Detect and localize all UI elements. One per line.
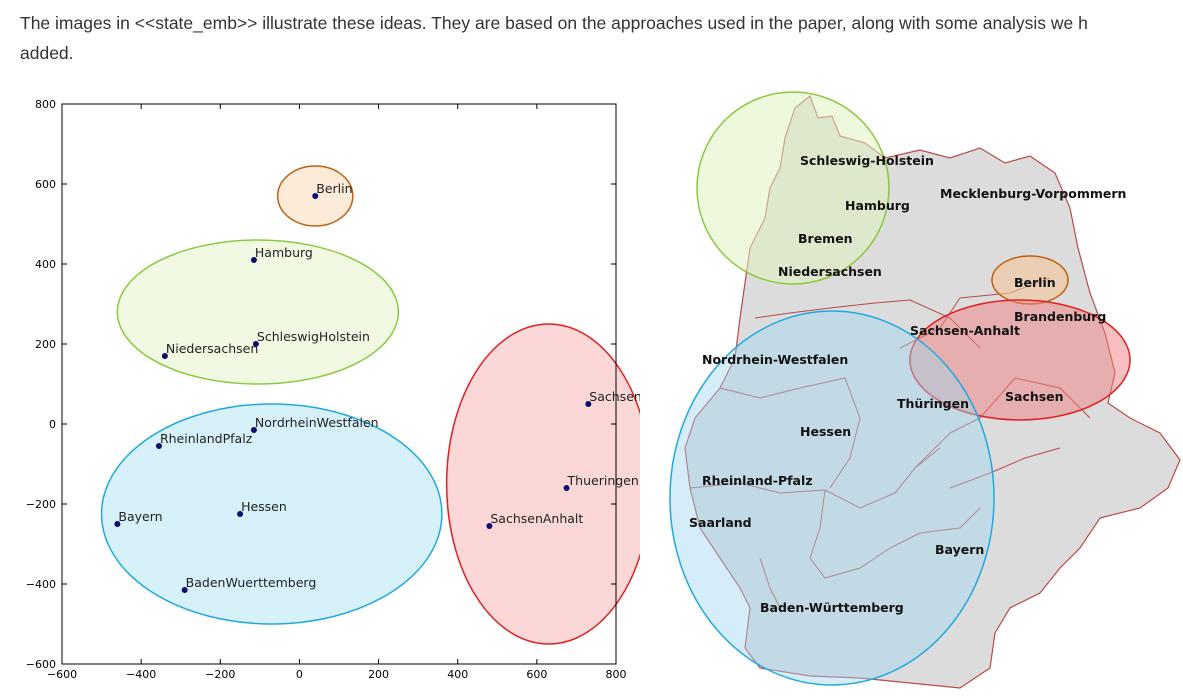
point-label-nordrheinwestfalen: NordrheinWestfalen [255,415,379,430]
point-niedersachsen [161,353,168,359]
y-tick-label: 600 [35,178,56,191]
y-tick-label: 0 [49,418,56,431]
map-label-mecklenburg-vorpommern: Mecklenburg-Vorpommern [940,186,1126,201]
point-berlin [312,193,319,199]
point-label-bayern: Bayern [118,509,162,524]
map-label-nordrhein-westfalen: Nordrhein-Westfalen [702,352,848,367]
point-label-badenwuerttemberg: BadenWuerttemberg [186,575,317,590]
intro-line-1: The images in <<state_emb>> illustrate t… [20,13,1088,33]
plot-frame [61,103,617,665]
point-nordrheinwestfalen [250,427,257,433]
map-cluster-west-south [669,310,995,686]
y-tick-label: −200 [26,498,56,511]
map-label-rheinland-pfalz: Rheinland-Pfalz [702,473,813,488]
y-tick-label: −400 [26,578,56,591]
x-tick-label: −400 [126,668,156,681]
map-label-hessen: Hessen [800,424,851,439]
map-label-saarland: Saarland [689,515,752,530]
x-tick-label: −200 [205,668,235,681]
state-embedding-scatter-chart: −600 −400 −200 0 200 400 600 800 800 600 400 200 0 −2… [26,98,640,681]
y-tick-label: 200 [35,338,56,351]
point-label-schleswigholstein: SchleswigHolstein [257,329,370,344]
cluster-ellipse-2 [100,403,443,625]
point-label-hamburg: Hamburg [255,245,313,260]
point-label-rheinlandpfalz: RheinlandPfalz [160,431,253,446]
x-tick-label: 800 [606,668,627,681]
intro-paragraph: The images in <<state_emb>> illustrate t… [20,8,1180,68]
x-tick-label: 600 [526,668,547,681]
germany-map: Schleswig-Holstein Hamburg Mecklenburg-V… [669,91,1181,689]
point-label-sachsenanhalt: SachsenAnhalt [490,511,583,526]
point-rheinlandpfalz [155,443,162,449]
map-label-bremen: Bremen [798,231,853,246]
point-badenwuerttemberg [181,587,188,593]
x-tick-label: 200 [368,668,389,681]
x-tick-label: −600 [47,668,77,681]
y-tick-label: −600 [26,658,56,671]
point-label-sachsen: Sachsen [589,389,640,404]
axis-ticks: −600 −400 −200 0 200 400 600 800 800 600 400 200 0 −2… [26,98,627,681]
point-hessen [237,511,244,517]
map-label-sachsen-anhalt: Sachsen-Anhalt [910,323,1020,338]
map-label-schleswig-holstein: Schleswig-Holstein [800,153,934,168]
map-label-sachsen: Sachsen [1005,389,1064,404]
map-label-niedersachsen: Niedersachsen [778,264,882,279]
point-hamburg [250,257,257,263]
map-label-bayern: Bayern [935,542,984,557]
cluster-ellipses [100,165,640,645]
cluster-ellipse-3 [445,323,640,645]
y-tick-label: 800 [35,98,56,111]
point-label-thueringen: Thueringen [567,473,639,488]
point-thueringen [563,485,570,491]
map-cluster-north [696,91,890,285]
map-label-baden-wuerttemberg: Baden-Württemberg [760,600,904,615]
map-label-berlin: Berlin [1014,275,1056,290]
point-sachsenanhalt [486,523,493,529]
intro-line-2: added. [20,43,74,63]
map-label-thueringen: Thüringen [897,396,969,411]
map-label-brandenburg: Brandenburg [1014,309,1106,324]
point-schleswigholstein [252,341,259,347]
x-tick-label: 0 [296,668,303,681]
point-label-niedersachsen: Niedersachsen [166,341,258,356]
map-label-hamburg: Hamburg [845,198,910,213]
y-tick-label: 400 [35,258,56,271]
point-label-hessen: Hessen [241,499,287,514]
cluster-ellipse-1 [116,239,400,385]
x-tick-label: 400 [447,668,468,681]
point-label-berlin: Berlin [316,181,352,196]
point-bayern [114,521,121,527]
data-points: Berlin Hamburg SchleswigHolsteinNiedersach… [114,181,640,593]
point-sachsen [585,401,592,407]
